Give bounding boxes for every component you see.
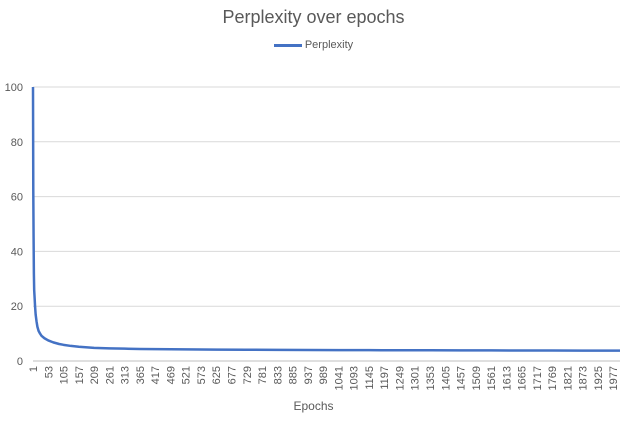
x-tick-label: 209 [89,366,101,384]
x-tick-label: 1457 [456,366,468,390]
y-tick-label: 60 [11,192,23,204]
x-tick-label: 1613 [501,366,513,390]
x-tick-label: 417 [150,366,162,384]
x-tick-label: 1561 [486,366,498,390]
x-tick-label: 1405 [440,366,452,390]
x-tick-label: 469 [165,366,177,384]
y-tick-label: 40 [11,246,23,258]
y-tick-label: 100 [5,82,23,94]
x-tick-label: 1665 [517,366,529,390]
x-tick-label: 677 [227,366,239,384]
x-tick-label: 729 [242,366,254,384]
x-tick-label: 1041 [333,366,345,390]
x-tick-label: 313 [120,366,132,384]
x-tick-label: 1301 [410,366,422,390]
x-tick-label: 781 [257,366,269,384]
x-axis-title: Epochs [293,399,334,413]
x-tick-label: 1 [28,366,40,372]
x-tick-label: 1925 [593,366,605,390]
x-tick-label: 1821 [562,366,574,390]
chart-title: Perplexity over epochs [222,7,405,27]
x-tick-label: 105 [59,366,71,384]
x-tick-label: 1093 [349,366,361,390]
series-line-perplexity [31,86,620,352]
x-tick-label: 1509 [471,366,483,390]
x-tick-label: 1249 [394,366,406,390]
x-tick-label: 1873 [578,366,590,390]
x-tick-label: 157 [74,366,86,384]
legend-swatch-perplexity [273,43,302,47]
x-tick-label: 1977 [608,366,620,390]
x-tick-label: 1717 [532,366,544,390]
x-tick-label: 937 [303,366,315,384]
x-tick-label: 573 [196,366,208,384]
x-tick-label: 625 [211,366,223,384]
x-tick-label: 885 [288,366,300,384]
x-tick-label: 365 [135,366,147,384]
y-tick-label: 0 [17,356,23,368]
x-tick-label: 1353 [425,366,437,390]
x-tick-label: 989 [318,366,330,384]
y-tick-label: 20 [11,301,23,313]
legend-label-perplexity: Perplexity [304,39,354,52]
x-tick-label: 833 [272,366,284,384]
x-tick-label: 53 [43,366,55,378]
x-tick-label: 521 [181,366,193,384]
x-tick-label: 1145 [364,366,376,390]
x-tick-label: 261 [104,366,116,384]
y-tick-label: 80 [11,137,23,149]
x-tick-label: 1197 [379,366,391,390]
x-tick-label: 1769 [547,366,559,390]
legend: Perplexity [0,39,627,51]
